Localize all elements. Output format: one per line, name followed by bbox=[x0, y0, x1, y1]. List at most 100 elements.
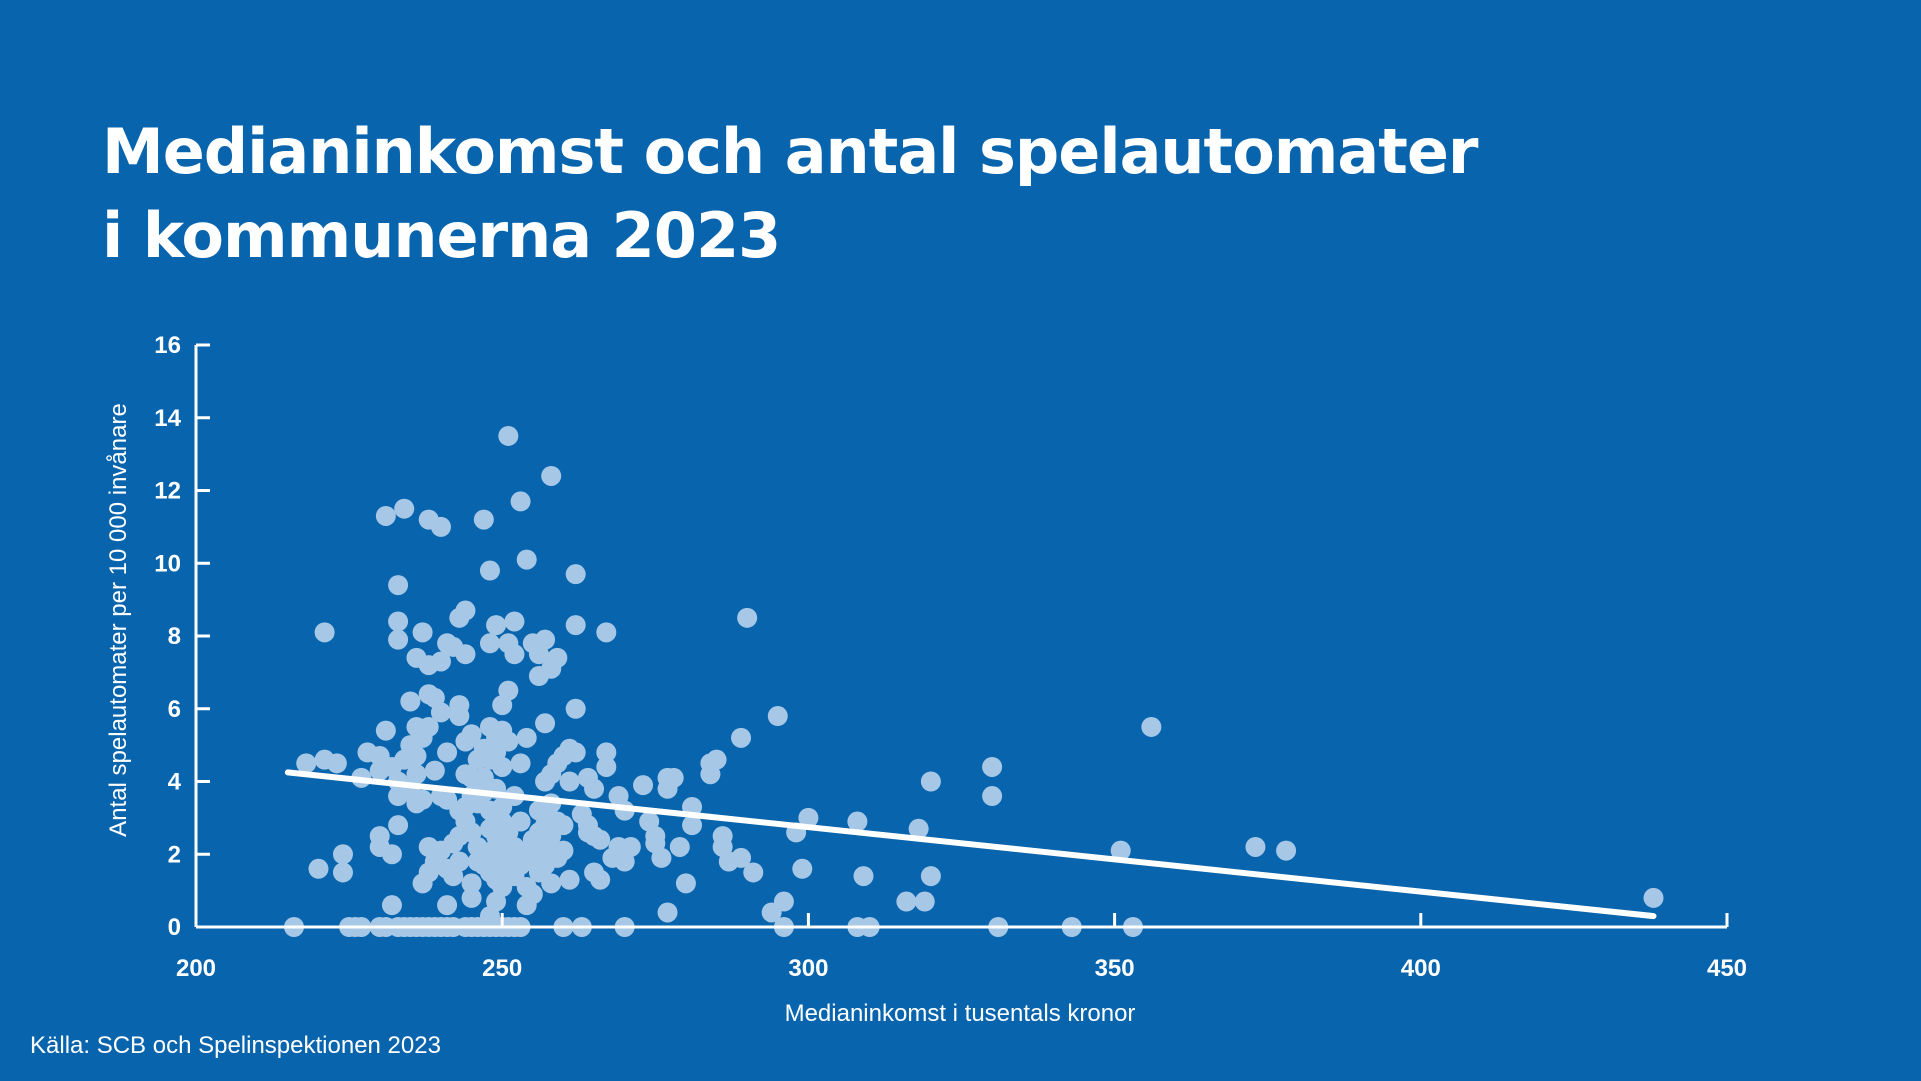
data-point bbox=[461, 873, 482, 894]
data-point bbox=[522, 884, 543, 905]
data-point bbox=[381, 844, 402, 865]
data-point bbox=[535, 629, 556, 650]
y-tick-label: 14 bbox=[154, 405, 181, 432]
data-point bbox=[1643, 887, 1664, 908]
data-point bbox=[908, 818, 929, 839]
data-point bbox=[412, 789, 433, 810]
data-point bbox=[669, 836, 690, 857]
data-point bbox=[504, 644, 525, 665]
x-tick-label: 300 bbox=[788, 955, 828, 982]
x-tick-label: 200 bbox=[176, 955, 216, 982]
data-point bbox=[620, 836, 641, 857]
data-point bbox=[486, 615, 507, 636]
data-point bbox=[645, 826, 666, 847]
data-point bbox=[455, 600, 476, 621]
y-tick-label: 8 bbox=[168, 623, 181, 650]
data-point bbox=[565, 615, 586, 636]
y-tick-label: 10 bbox=[154, 550, 181, 577]
data-point bbox=[498, 425, 519, 446]
data-point bbox=[498, 731, 519, 752]
data-point bbox=[400, 691, 421, 712]
data-point bbox=[461, 887, 482, 908]
data-point bbox=[920, 866, 941, 887]
data-point bbox=[565, 742, 586, 763]
data-point bbox=[596, 622, 617, 643]
data-point bbox=[847, 811, 868, 832]
data-point bbox=[663, 767, 684, 788]
data-point bbox=[388, 611, 409, 632]
y-axis-label: Antal spelautomater per 10 000 invånare bbox=[105, 403, 132, 837]
data-point bbox=[437, 895, 458, 916]
data-point bbox=[982, 756, 1003, 777]
data-point bbox=[388, 815, 409, 836]
data-point bbox=[541, 873, 562, 894]
data-point bbox=[406, 746, 427, 767]
chart-title-line-1: Medianinkomst och antal spelautomater bbox=[102, 115, 1479, 188]
data-point bbox=[479, 633, 500, 654]
data-points bbox=[283, 425, 1664, 937]
data-point bbox=[332, 844, 353, 865]
data-point bbox=[590, 869, 611, 890]
data-point bbox=[565, 698, 586, 719]
data-point bbox=[1141, 716, 1162, 737]
data-point bbox=[418, 716, 439, 737]
data-point bbox=[424, 760, 445, 781]
data-point bbox=[375, 505, 396, 526]
data-point bbox=[510, 811, 531, 832]
data-point bbox=[743, 862, 764, 883]
data-point bbox=[773, 891, 794, 912]
data-point bbox=[767, 706, 788, 727]
data-point bbox=[430, 651, 451, 672]
x-tick-label: 400 bbox=[1401, 955, 1441, 982]
data-point bbox=[296, 753, 317, 774]
x-tick-label: 450 bbox=[1707, 955, 1747, 982]
data-point bbox=[535, 713, 556, 734]
data-point bbox=[437, 742, 458, 763]
data-point bbox=[388, 629, 409, 650]
data-point bbox=[461, 724, 482, 745]
data-point bbox=[731, 847, 752, 868]
data-point bbox=[541, 465, 562, 486]
data-point bbox=[455, 644, 476, 665]
data-point bbox=[375, 720, 396, 741]
data-point bbox=[737, 607, 758, 628]
x-axis-label: Medianinkomst i tusentals kronor bbox=[785, 1000, 1136, 1027]
source-note: Källa: SCB och Spelinspektionen 2023 bbox=[30, 1032, 441, 1059]
data-point bbox=[596, 756, 617, 777]
data-point bbox=[559, 771, 580, 792]
data-point bbox=[731, 727, 752, 748]
data-point bbox=[394, 498, 415, 519]
data-point bbox=[308, 858, 329, 879]
data-point bbox=[553, 815, 574, 836]
data-point bbox=[1276, 840, 1297, 861]
y-tick-label: 2 bbox=[168, 841, 181, 868]
y-tick-label: 4 bbox=[168, 769, 182, 796]
data-point bbox=[853, 866, 874, 887]
data-point bbox=[516, 549, 537, 570]
chart-title-line-2: i kommunerna 2023 bbox=[102, 199, 781, 272]
data-point bbox=[504, 611, 525, 632]
data-point bbox=[675, 873, 696, 894]
data-point bbox=[1245, 836, 1266, 857]
data-point bbox=[553, 840, 574, 861]
data-point bbox=[584, 778, 605, 799]
data-point bbox=[682, 815, 703, 836]
data-point bbox=[590, 829, 611, 850]
x-tick-label: 350 bbox=[1095, 955, 1135, 982]
data-point bbox=[430, 702, 451, 723]
x-tick-label: 250 bbox=[482, 955, 522, 982]
y-tick-label: 0 bbox=[168, 914, 181, 941]
data-point bbox=[332, 862, 353, 883]
data-point bbox=[1110, 840, 1131, 861]
data-point bbox=[412, 622, 433, 643]
data-point bbox=[314, 622, 335, 643]
data-point bbox=[449, 706, 470, 727]
data-point bbox=[492, 756, 513, 777]
data-point bbox=[559, 869, 580, 890]
data-point bbox=[510, 753, 531, 774]
data-point bbox=[920, 771, 941, 792]
data-point bbox=[406, 764, 427, 785]
data-point bbox=[792, 858, 813, 879]
